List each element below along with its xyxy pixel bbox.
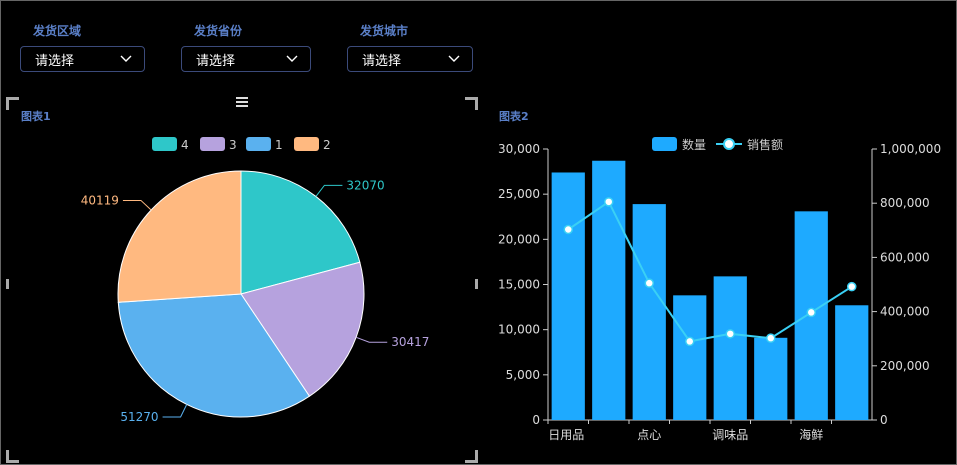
- combo-line: [563, 197, 857, 347]
- point-sales: [725, 329, 735, 339]
- y-right-tick-label: 1,000,000: [880, 142, 941, 156]
- y-left-tick-label: 10,000: [498, 323, 540, 337]
- y-left-tick-label: 20,000: [498, 232, 540, 246]
- pie-slice-3: [240, 261, 365, 397]
- filter-label-city: 发货城市: [360, 24, 409, 38]
- legend-label-4: 4: [181, 138, 189, 152]
- pie-legend: 4 3 1 2: [152, 137, 331, 152]
- x-tick-label: 点心: [637, 428, 661, 442]
- x-tick-label: 海鲜: [799, 427, 823, 442]
- y-left-tick-label: 5,000: [506, 368, 540, 382]
- city-select[interactable]: 请选择: [347, 46, 473, 72]
- province-select-value: 请选择: [196, 53, 236, 69]
- pie-chart: 4 3 1 2 32070 30417 51270 40119: [81, 137, 430, 424]
- panel1-corner-tr: [465, 97, 478, 110]
- chevron-down-icon: [120, 55, 132, 62]
- panel1-corner-tl: [6, 97, 19, 110]
- pie-label-1: 51270: [120, 410, 158, 424]
- menu-icon[interactable]: [236, 97, 248, 107]
- point-sales: [644, 278, 654, 288]
- pie-slice-4: [240, 170, 361, 295]
- y-right-tick-label: 600,000: [880, 250, 930, 264]
- city-select-value: 请选择: [362, 53, 402, 69]
- combo-axes: 0 5,000 10,000 15,000 20,000 25,000 30,000 0 200…: [498, 142, 941, 442]
- region-select[interactable]: 请选择: [20, 46, 145, 72]
- pie-labels: 32070 30417 51270 40119: [81, 178, 430, 424]
- y-left-tick-label: 15,000: [498, 278, 540, 292]
- bar-quantity: [632, 204, 666, 420]
- panel1-corner-bl[interactable]: [6, 450, 19, 463]
- panel1-title: 图表1: [21, 110, 51, 123]
- point-sales: [563, 224, 573, 235]
- legend-label-1: 1: [275, 138, 283, 152]
- x-tick-label: 日用品: [548, 428, 584, 442]
- pie-label-line-1: [162, 404, 188, 418]
- region-select-value: 请选择: [35, 53, 75, 69]
- pie-label-4: 32070: [346, 178, 384, 192]
- bar-quantity: [835, 305, 869, 420]
- x-tick-label: 调味品: [712, 428, 748, 442]
- y-left-tick-label: 30,000: [498, 142, 540, 156]
- combo-bars: [551, 160, 869, 420]
- bar-quantity: [713, 276, 747, 420]
- point-sales: [604, 197, 614, 207]
- y-left-tick-label: 0: [532, 413, 540, 427]
- panel1-resize-right[interactable]: [475, 279, 478, 289]
- legend-marker-sales: [723, 138, 735, 150]
- combo-chart: 数量 销售额 0 5,000 10,000 15,000 20,000 25,000 30,0…: [498, 137, 941, 442]
- y-right-tick-label: 0: [880, 413, 888, 427]
- legend-label-sales: 销售额: [747, 137, 783, 152]
- point-sales: [766, 333, 776, 343]
- point-sales: [806, 307, 816, 318]
- panel1-corner-br[interactable]: [465, 450, 478, 463]
- filter-label-province: 发货省份: [194, 24, 243, 38]
- bar-quantity: [754, 337, 788, 420]
- panel2-title: 图表2: [499, 110, 529, 123]
- chevron-down-icon: [286, 55, 298, 62]
- legend-swatch-quantity: [652, 137, 677, 151]
- combo-legend: 数量 销售额: [652, 137, 783, 152]
- pie-label-line-4: [315, 184, 343, 197]
- pie-slice-2: [117, 170, 242, 303]
- point-sales: [847, 281, 857, 292]
- y-right-tick-label: 200,000: [880, 359, 930, 373]
- legend-swatch-2: [294, 137, 319, 151]
- filter-label-region: 发货区域: [33, 24, 82, 38]
- province-select[interactable]: 请选择: [181, 46, 311, 72]
- panel1-resize-left[interactable]: [6, 279, 9, 289]
- bar-quantity: [551, 172, 585, 420]
- pie-label-3: 30417: [391, 335, 429, 349]
- pie-label-line-2: [122, 199, 152, 211]
- legend-label-2: 2: [323, 138, 331, 152]
- legend-label-3: 3: [229, 138, 237, 152]
- y-left-tick-label: 25,000: [498, 187, 540, 201]
- y-right-tick-label: 800,000: [880, 196, 930, 210]
- line-sales: [567, 200, 853, 343]
- y-right-tick-label: 400,000: [880, 305, 930, 319]
- chevron-down-icon: [448, 55, 460, 62]
- pie-label-line-3: [355, 336, 388, 343]
- pie-label-2: 40119: [81, 193, 119, 207]
- bar-quantity: [673, 295, 707, 420]
- point-sales: [685, 336, 695, 347]
- legend-swatch-1: [246, 137, 271, 151]
- legend-swatch-4: [152, 137, 177, 151]
- legend-swatch-3: [200, 137, 225, 151]
- pie-slices: [117, 170, 365, 418]
- legend-label-quantity: 数量: [682, 137, 706, 152]
